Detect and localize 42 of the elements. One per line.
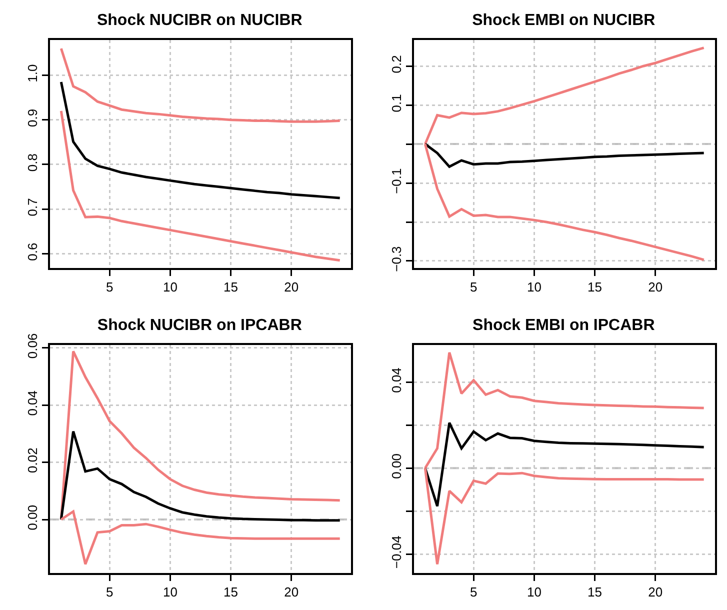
y-tick-label: 0.02 xyxy=(24,448,40,473)
chart-title: Shock EMBI on NUCIBR xyxy=(472,12,656,29)
line-series xyxy=(424,422,706,508)
x-tick-label: 20 xyxy=(648,280,663,295)
y-tick-label: −0.1 xyxy=(388,168,404,194)
chart-title: Shock NUCIBR on IPCABR xyxy=(97,316,302,334)
chart-title: Shock NUCIBR on NUCIBR xyxy=(96,12,303,29)
y-tick-label: 0.2 xyxy=(388,55,404,74)
y-tick-label: −0.3 xyxy=(388,246,404,272)
y-tick-label: 0.7 xyxy=(24,198,40,216)
x-tick-label: 15 xyxy=(224,584,238,600)
line-series xyxy=(60,80,342,200)
line-series xyxy=(60,110,342,262)
y-tick-label: 0.9 xyxy=(24,108,40,127)
x-tick-label: 5 xyxy=(470,280,478,295)
line-series xyxy=(60,430,342,522)
x-tick-label: 10 xyxy=(162,280,178,295)
x-tick-label: 20 xyxy=(648,584,663,600)
y-tick-label: 0.8 xyxy=(24,154,40,172)
line-series xyxy=(60,47,342,123)
x-tick-label: 20 xyxy=(284,584,299,600)
y-tick-label: 0.06 xyxy=(24,333,40,359)
y-tick-label: 0.00 xyxy=(24,504,40,530)
y-tick-label: 0.00 xyxy=(388,454,404,479)
y-tick-label: 0.6 xyxy=(24,242,40,261)
y-tick-label: 1.0 xyxy=(24,64,40,82)
chart-title: Shock EMBI on IPCABR xyxy=(472,316,656,334)
y-tick-label: 0.04 xyxy=(24,390,40,416)
x-tick-label: 15 xyxy=(588,584,602,600)
x-tick-label: 5 xyxy=(106,584,114,600)
x-tick-label: 5 xyxy=(106,280,114,295)
x-tick-label: 10 xyxy=(526,280,542,295)
x-tick-label: 15 xyxy=(588,280,602,295)
x-tick-label: 10 xyxy=(526,584,542,600)
y-tick-label: 0.04 xyxy=(388,368,404,393)
x-tick-label: 20 xyxy=(284,280,299,295)
x-tick-label: 10 xyxy=(162,584,178,600)
y-tick-label: −0.04 xyxy=(388,536,404,569)
x-tick-label: 5 xyxy=(470,584,478,600)
x-tick-label: 15 xyxy=(224,280,238,295)
y-tick-label: 0.1 xyxy=(388,94,404,112)
line-series xyxy=(424,142,706,168)
